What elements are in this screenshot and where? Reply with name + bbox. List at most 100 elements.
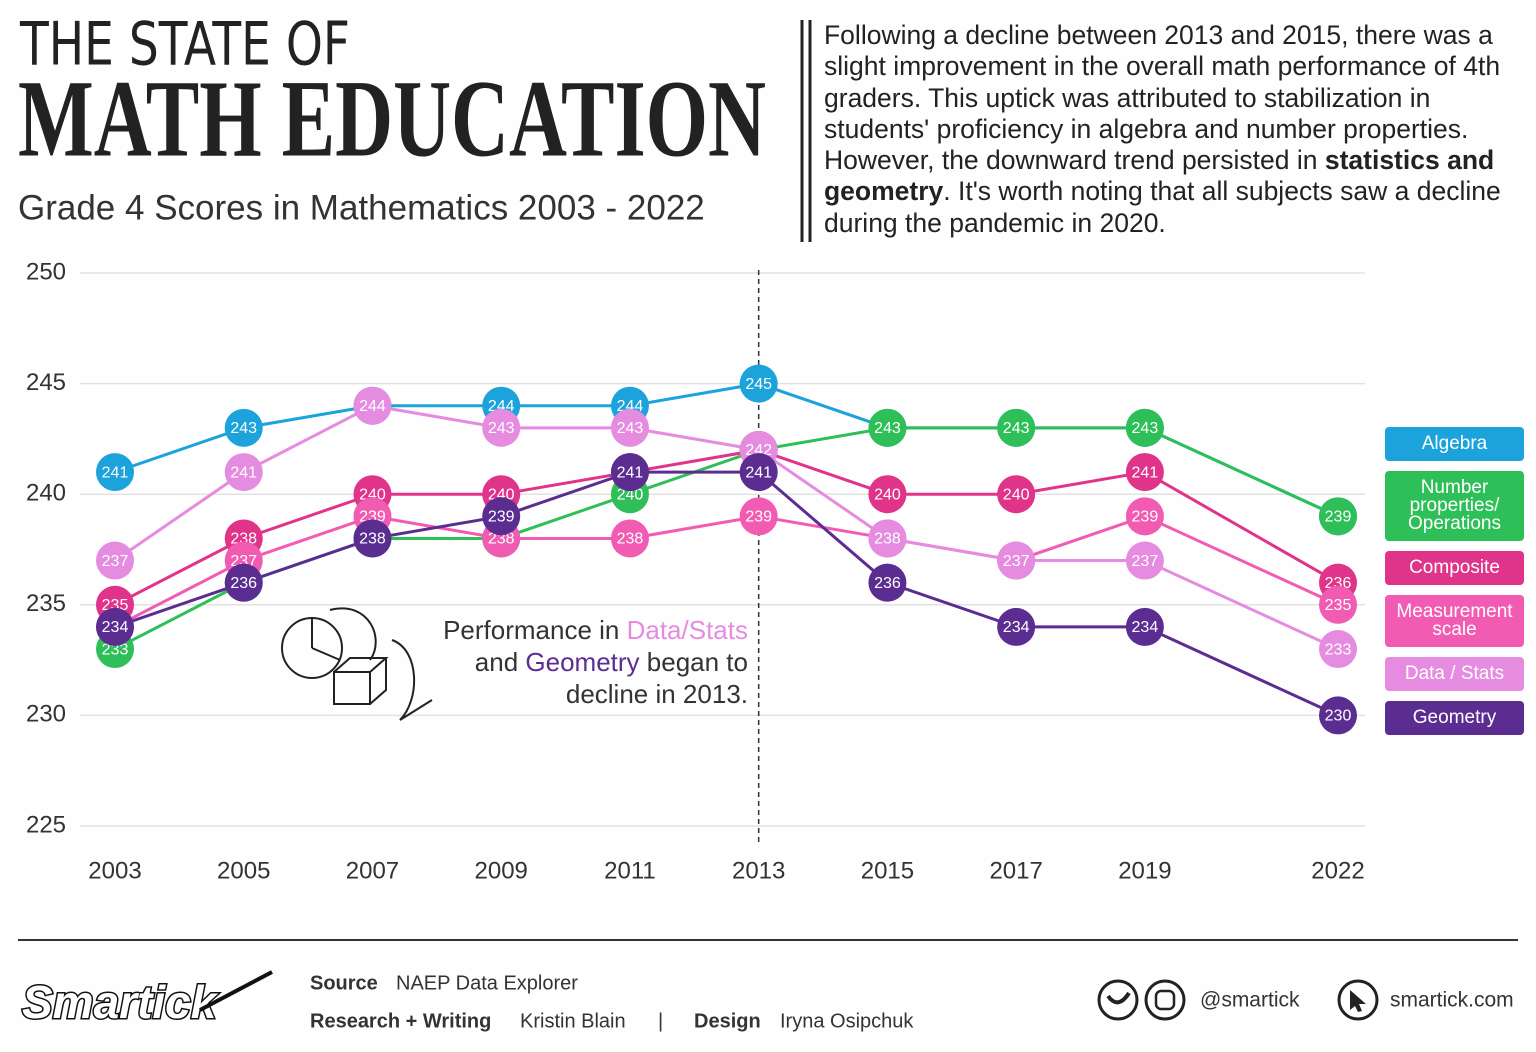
legend-item[interactable]: Composite xyxy=(1385,551,1524,585)
point-label: 230 xyxy=(1325,708,1352,725)
point xyxy=(997,541,1036,580)
point xyxy=(1125,453,1164,492)
point xyxy=(610,408,649,447)
point xyxy=(482,408,521,447)
description-bold: statistics and geometry xyxy=(824,145,1495,207)
point-label: 239 xyxy=(488,509,515,526)
point xyxy=(1319,585,1357,624)
point xyxy=(997,607,1036,646)
point-label: 238 xyxy=(488,531,515,548)
social[interactable]: @smartick xyxy=(1200,989,1300,1012)
point-label: 234 xyxy=(102,619,129,636)
y-tick-label: 235 xyxy=(26,590,66,617)
legend-item[interactable]: Number properties/ Operations xyxy=(1385,471,1524,541)
legend-item[interactable]: Geometry xyxy=(1385,701,1524,735)
point-label: 239 xyxy=(1132,509,1159,526)
legend-item[interactable]: Algebra xyxy=(1385,427,1524,461)
point xyxy=(96,453,134,492)
point-label: 237 xyxy=(102,553,129,570)
point xyxy=(96,541,134,580)
annotation: and Geometry began to xyxy=(475,647,748,677)
website[interactable]: smartick.com xyxy=(1390,989,1514,1012)
point xyxy=(224,563,263,602)
x-tick-label: 2009 xyxy=(475,857,528,884)
description-text: Following a decline between 2013 and 201… xyxy=(824,20,1501,176)
point-label: 239 xyxy=(1325,509,1352,526)
point xyxy=(482,497,521,536)
point-label: 234 xyxy=(1132,619,1159,636)
point-label: 237 xyxy=(1132,553,1159,570)
x-tick-label: 2017 xyxy=(989,857,1042,884)
twitter-icon[interactable] xyxy=(1097,979,1139,1021)
x-tick-label: 2013 xyxy=(732,857,785,884)
point xyxy=(868,475,907,514)
point xyxy=(739,453,778,492)
logo-swoosh xyxy=(199,970,273,1012)
point xyxy=(1125,541,1164,580)
point xyxy=(224,408,263,447)
point xyxy=(224,453,263,492)
title-line1: THE STATE OF xyxy=(19,10,350,80)
point xyxy=(739,497,778,536)
x-tick-label: 2015 xyxy=(861,857,914,884)
point-label: 233 xyxy=(102,641,129,658)
twitter-glyph xyxy=(1106,991,1131,1005)
point xyxy=(610,453,649,492)
point xyxy=(1125,607,1164,646)
x-tick-label: 2019 xyxy=(1118,857,1171,884)
research-label: Research + Writing xyxy=(310,1010,491,1032)
point-label: 243 xyxy=(488,420,515,437)
point-label: 241 xyxy=(102,464,129,481)
point xyxy=(739,364,778,403)
design-label: Design xyxy=(694,1010,761,1032)
annotation: decline in 2013. xyxy=(566,679,748,709)
point xyxy=(1319,630,1357,669)
legend-item[interactable]: Measurement scale xyxy=(1385,595,1524,647)
point xyxy=(997,408,1036,447)
x-tick-label: 2005 xyxy=(217,857,270,884)
annotation-text: Performance in xyxy=(443,615,627,645)
instagram-icon[interactable] xyxy=(1144,979,1186,1021)
x-tick-label: 2022 xyxy=(1311,857,1364,884)
point-label: 237 xyxy=(1003,553,1030,570)
point-label: 241 xyxy=(1132,464,1159,481)
series-line xyxy=(114,514,1339,629)
point-label: 243 xyxy=(230,420,257,437)
point-label: 235 xyxy=(1325,597,1352,614)
point xyxy=(1319,497,1357,536)
logo: Smartick xyxy=(22,976,219,1028)
series-line xyxy=(114,382,1339,518)
point xyxy=(868,519,907,558)
source-label: Source xyxy=(310,972,378,994)
annotation-text: and xyxy=(475,647,526,677)
web-icon[interactable] xyxy=(1337,979,1379,1021)
subtitle: Grade 4 Scores in Mathematics 2003 - 202… xyxy=(18,188,705,227)
series-line xyxy=(114,404,1339,651)
point-label: 236 xyxy=(230,575,257,592)
legend: Algebra Number properties/ Operations Comp… xyxy=(1385,427,1524,735)
point-label: 238 xyxy=(617,531,644,548)
point xyxy=(868,408,907,447)
cursor-glyph xyxy=(1350,990,1366,1012)
point xyxy=(1319,696,1357,735)
annotation-text: Geometry xyxy=(525,647,639,677)
point-label: 240 xyxy=(874,486,901,503)
point-label: 236 xyxy=(874,575,901,592)
x-tick-label: 2003 xyxy=(88,857,141,884)
title-line2: MATH EDUCATION xyxy=(18,57,766,179)
point-label: 241 xyxy=(745,464,772,481)
sketch xyxy=(281,607,433,721)
point-label: 243 xyxy=(1003,420,1030,437)
point-label: 233 xyxy=(1325,641,1352,658)
point-label: 239 xyxy=(745,509,772,526)
y-tick-label: 225 xyxy=(26,811,66,838)
point-label: 243 xyxy=(1132,420,1159,437)
instagram-glyph xyxy=(1154,989,1176,1011)
point-label: 234 xyxy=(1003,619,1030,636)
point-label: 245 xyxy=(745,376,772,393)
description: Following a decline between 2013 and 201… xyxy=(824,20,1524,239)
x-tick-label: 2007 xyxy=(346,857,399,884)
legend-item[interactable]: Data / Stats xyxy=(1385,657,1524,691)
